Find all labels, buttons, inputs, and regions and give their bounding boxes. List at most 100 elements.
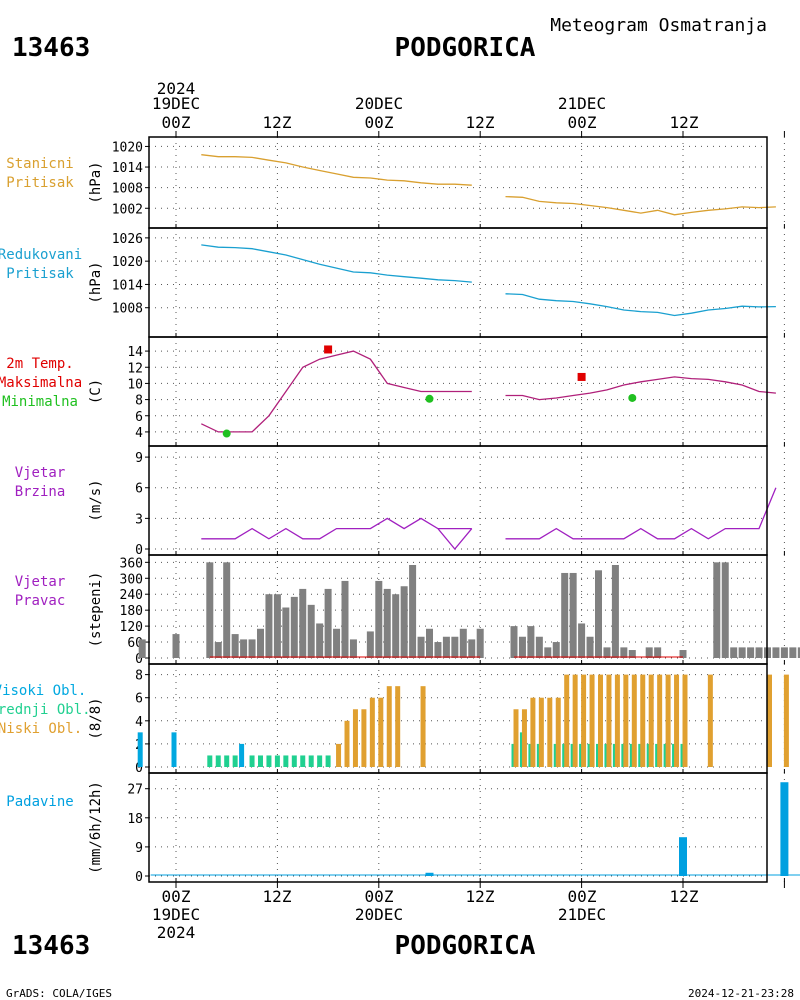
bottom-date-label: 20DEC [355, 905, 403, 924]
direction-bar [747, 647, 755, 658]
direction-bar [400, 586, 408, 658]
direction-bar [721, 562, 729, 658]
direction-bar [214, 642, 222, 658]
top-date-label: 20DEC [355, 94, 403, 113]
tmin-marker [628, 393, 637, 402]
direction-bar [417, 636, 425, 658]
panel-label: Padavine [6, 794, 73, 810]
direction-bar [611, 564, 619, 658]
direction-bar [561, 572, 569, 658]
direction-bar [290, 596, 298, 658]
series-line [201, 154, 472, 186]
cloud-bar [420, 686, 426, 767]
direction-bar [349, 639, 357, 658]
footer-timestamp: 2024-12-21-23:28 [688, 987, 794, 1000]
y-tick-label: 1008 [112, 182, 143, 197]
panel-label: Stanicni [6, 156, 73, 172]
cloud-bar [239, 743, 245, 767]
direction-bar [257, 628, 264, 658]
direction-bar [544, 647, 552, 658]
direction-bar [172, 634, 180, 658]
cloud-bar [682, 674, 688, 767]
direction-bar [586, 636, 594, 658]
panel-label: Pritisak [6, 175, 74, 191]
direction-bar [797, 647, 800, 658]
cloud-bar [308, 755, 314, 767]
direction-bar [273, 594, 281, 658]
top-tick-label: 12Z [466, 113, 495, 132]
cloud-bar [783, 674, 789, 767]
cloud-bar [325, 755, 331, 767]
direction-bar [316, 623, 324, 658]
direction-bar [231, 634, 239, 658]
direction-bar [552, 642, 560, 658]
footer-source: GrADS: COLA/IGES [6, 987, 112, 1000]
cloud-bar [707, 674, 713, 767]
bottom-tick-label: 12Z [466, 887, 495, 906]
y-tick-label: 1020 [112, 140, 143, 155]
direction-bar [476, 628, 484, 658]
direction-bar [578, 623, 586, 658]
direction-bar [713, 562, 721, 658]
direction-bar [738, 647, 746, 658]
cloud-bar [171, 732, 177, 767]
y-tick-label: 0 [135, 543, 143, 558]
series-line [201, 517, 473, 551]
direction-bar [307, 604, 315, 658]
direction-bar [518, 636, 526, 658]
top-tick-label: 00Z [162, 113, 191, 132]
bottom-date-label: 21DEC [558, 905, 606, 924]
panel-label: Srednji Obl. [0, 702, 91, 718]
direction-bar [527, 626, 535, 658]
y-tick-label: 12 [127, 361, 143, 376]
bottom-tick-label: 00Z [568, 887, 597, 906]
precip-bar [425, 872, 434, 876]
direction-bar [138, 639, 146, 658]
y-tick-label: 18 [127, 812, 143, 827]
cloud-bar [589, 674, 595, 767]
panel-label: Vjetar [15, 465, 66, 481]
y-tick-label: 0 [135, 652, 143, 667]
y-tick-label: 9 [135, 451, 143, 466]
cloud-bar [258, 755, 263, 767]
y-tick-label: 3 [135, 512, 143, 527]
panel-frame [148, 227, 768, 338]
tmax-marker [577, 372, 586, 381]
cloud-bar [232, 755, 238, 767]
direction-bar [434, 642, 442, 658]
cloud-bar [674, 674, 680, 767]
y-axis-label: (hPa) [88, 261, 104, 303]
y-tick-label: 1014 [112, 278, 143, 293]
direction-bar [324, 588, 332, 658]
bottom-year-label: 2024 [157, 923, 196, 942]
tmin-marker [222, 429, 231, 438]
y-tick-label: 1026 [112, 232, 143, 247]
cloud-bar [564, 674, 570, 767]
panel-label: Minimalna [2, 394, 78, 410]
cloud-bar [352, 709, 358, 767]
direction-bar [772, 647, 780, 658]
direction-bar [569, 572, 577, 658]
direction-bar [265, 594, 273, 658]
direction-bar [451, 636, 459, 658]
station-name-top: PODGORICA [395, 33, 536, 63]
direction-bar [383, 588, 391, 658]
tmax-marker [324, 345, 333, 354]
panel-wind_speed: 0 3 6 9 (m/s) Vjetar Brzina [15, 445, 785, 558]
direction-bar [730, 647, 738, 658]
cloud-bar [572, 674, 578, 767]
direction-bar [468, 639, 476, 658]
y-tick-label: 360 [120, 556, 143, 571]
direction-bar [333, 628, 341, 658]
y-tick-label: 9 [135, 841, 143, 856]
cloud-bar [657, 674, 663, 767]
cloud-bar [283, 755, 289, 767]
tmin-marker [425, 394, 434, 403]
y-tick-label: 8 [135, 669, 143, 684]
direction-bar [645, 647, 653, 658]
cloud-bar [521, 709, 527, 767]
y-tick-label: 0 [135, 761, 143, 776]
y-tick-label: 6 [135, 482, 143, 497]
